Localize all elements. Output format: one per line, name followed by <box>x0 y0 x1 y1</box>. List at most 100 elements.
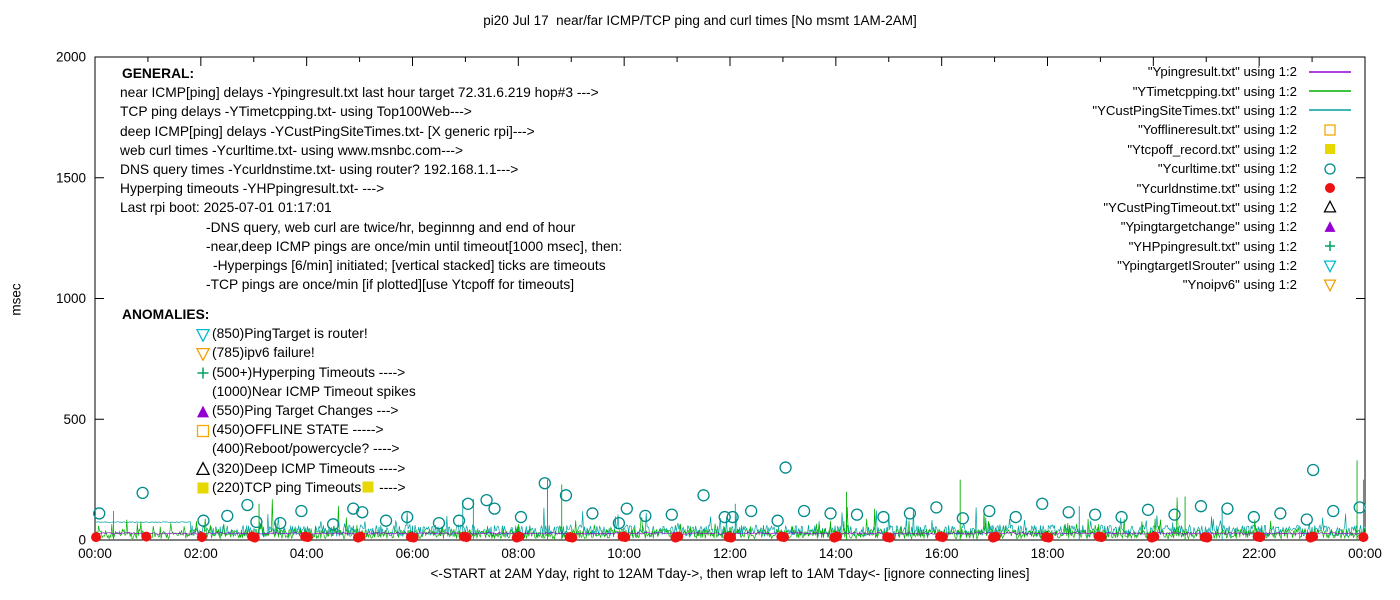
legend-row: "Ypingresult.txt" using 1:2 <box>1092 62 1354 81</box>
legend-label: "Yofflineresult.txt" using 1:2 <box>1138 122 1297 138</box>
x-tick-label: 00:00 <box>1348 546 1382 561</box>
general-line: web curl times -Ycurltime.txt- using www… <box>120 142 464 158</box>
plus-icon <box>1325 241 1335 252</box>
legend-row: "YCustPingSiteTimes.txt" using 1:2 <box>1092 101 1354 120</box>
legend-row: "YCustPingTimeout.txt" using 1:2 <box>1092 198 1354 217</box>
general-line: Hyperping timeouts -YHPpingresult.txt- -… <box>120 181 385 197</box>
anomaly-text: (550)Ping Target Changes ---> <box>212 402 399 418</box>
general-line: DNS query times -Ycurldnstime.txt- using… <box>120 162 519 178</box>
anomaly-text-suffix: ----> <box>375 479 406 495</box>
legend-row: "YHPpingresult.txt" using 1:2 <box>1092 237 1354 256</box>
y-tick-label: 500 <box>63 412 86 427</box>
square-open-icon <box>196 424 210 437</box>
legend-label: "YHPpingresult.txt" using 1:2 <box>1128 238 1297 254</box>
x-tick-label: 08:00 <box>501 546 535 561</box>
legend-row: "Ytcpoff_record.txt" using 1:2 <box>1092 140 1354 159</box>
legend-row: "Ycurldnstime.txt" using 1:2 <box>1092 178 1354 197</box>
triangle-up-open-icon <box>195 461 211 476</box>
anomaly-annotations: ANOMALIES: (850)PingTarget is router! (785… <box>122 305 416 497</box>
x-tick-label: 04:00 <box>290 546 324 561</box>
legend-label: "Ypingresult.txt" using 1:2 <box>1147 64 1297 80</box>
legend-label: "Ycurltime.txt" using 1:2 <box>1157 161 1297 177</box>
legend: "Ypingresult.txt" using 1:2 "YTimetcpping… <box>1092 62 1354 295</box>
legend-row: "YTimetcpping.txt" using 1:2 <box>1092 81 1354 100</box>
anomaly-text: (500+)Hyperping Timeouts ----> <box>212 364 406 380</box>
triangle-down-open-icon <box>1323 279 1337 293</box>
general-line: -Hyperpings [6/min] initiated; [vertical… <box>213 258 606 274</box>
legend-label: "Ypingtargetchange" using 1:2 <box>1120 219 1297 235</box>
line-icon <box>1309 109 1351 112</box>
general-annotations: GENERAL: near ICMP[ping] delays -Ypingres… <box>120 64 622 294</box>
y-tick-label: 1000 <box>56 291 86 306</box>
line-icon <box>1309 90 1351 92</box>
general-line: -TCP pings are once/min [if plotted][use… <box>206 277 575 293</box>
anomaly-line: (1000)Near ICMP Timeout spikes <box>122 382 416 401</box>
anomaly-line: (400)Reboot/powercycle? ----> <box>122 439 416 458</box>
x-tick-label: 10:00 <box>607 546 641 561</box>
triangle-down-open-icon <box>195 347 211 361</box>
square-filled-icon <box>197 482 209 494</box>
triangle-down-open-icon <box>195 328 211 342</box>
legend-row: "Ypingtargetchange" using 1:2 <box>1092 217 1354 236</box>
anomaly-line: (550)Ping Target Changes ---> <box>122 401 416 420</box>
y-tick-label: 2000 <box>56 50 86 65</box>
circle-filled-icon <box>1325 183 1335 194</box>
x-tick-label: 06:00 <box>396 546 430 561</box>
anomaly-line: (320)Deep ICMP Timeouts ----> <box>122 459 416 478</box>
triangle-down-open-icon <box>1323 260 1337 273</box>
x-tick-label: 02:00 <box>184 546 218 561</box>
points-Ycurltime <box>93 461 1366 531</box>
legend-row: "Ycurltime.txt" using 1:2 <box>1092 159 1354 178</box>
anomaly-text: (450)OFFLINE STATE -----> <box>212 422 384 438</box>
legend-row: "YpingtargetISrouter" using 1:2 <box>1092 256 1354 275</box>
legend-label: "YCustPingTimeout.txt" using 1:2 <box>1103 199 1297 215</box>
legend-label: "Ytcpoff_record.txt" using 1:2 <box>1127 141 1297 157</box>
circle-open-icon <box>1324 162 1336 175</box>
square-filled-icon <box>1325 144 1335 155</box>
x-tick-label: 00:00 <box>78 546 112 561</box>
legend-label: "Ynoipv6" using 1:2 <box>1182 277 1297 293</box>
anomaly-line: (500+)Hyperping Timeouts ----> <box>122 363 416 382</box>
x-tick-label: 12:00 <box>713 546 747 561</box>
square-filled-icon <box>362 481 374 493</box>
anomaly-text: (850)PingTarget is router! <box>212 326 368 342</box>
legend-row: "Ynoipv6" using 1:2 <box>1092 275 1354 294</box>
y-tick-label: 1500 <box>56 170 86 185</box>
legend-row: "Yofflineresult.txt" using 1:2 <box>1092 120 1354 139</box>
anomaly-text: (400)Reboot/powercycle? ----> <box>212 441 400 457</box>
general-line: Last rpi boot: 2025-07-01 01:17:01 <box>120 200 332 216</box>
general-line: GENERAL: <box>122 66 195 81</box>
x-tick-label: 16:00 <box>925 546 959 561</box>
chart-title: pi20 Jul 17 near/far ICMP/TCP ping and c… <box>483 13 917 28</box>
legend-label: "YpingtargetISrouter" using 1:2 <box>1117 258 1297 274</box>
legend-label: "YTimetcpping.txt" using 1:2 <box>1132 83 1297 99</box>
plus-icon <box>197 367 209 379</box>
anomalies-header: ANOMALIES: <box>122 307 210 322</box>
anomaly-line: (785)ipv6 failure! <box>122 343 416 362</box>
line-icon <box>1309 70 1351 73</box>
x-tick-label: 22:00 <box>1242 546 1276 561</box>
y-tick-label: 0 <box>78 533 86 548</box>
anomaly-line: (220)TCP ping Timeouts ----> <box>122 478 416 497</box>
anomaly-text: (320)Deep ICMP Timeouts ----> <box>212 460 406 476</box>
x-tick-label: 18:00 <box>1031 546 1065 561</box>
anomaly-text: (1000)Near ICMP Timeout spikes <box>212 383 416 399</box>
triangle-up-filled-icon <box>1324 221 1336 232</box>
anomaly-line: (450)OFFLINE STATE -----> <box>122 420 416 439</box>
legend-label: "Ycurldnstime.txt" using 1:2 <box>1136 180 1297 196</box>
anomaly-line: (850)PingTarget is router! <box>122 324 416 343</box>
legend-label: "YCustPingSiteTimes.txt" using 1:2 <box>1092 102 1297 118</box>
anomaly-text: (220)TCP ping Timeouts <box>212 479 362 495</box>
anomaly-text: (785)ipv6 failure! <box>212 345 315 361</box>
general-line: -near,deep ICMP pings are once/min until… <box>206 238 623 254</box>
general-line: near ICMP[ping] delays -Ypingresult.txt … <box>120 85 599 101</box>
triangle-up-open-icon <box>1323 200 1337 213</box>
x-tick-label: 20:00 <box>1136 546 1170 561</box>
triangle-up-filled-icon <box>196 405 210 417</box>
x-axis-label: <-START at 2AM Yday, right to 12AM Tday-… <box>430 566 1030 581</box>
square-open-icon <box>1324 124 1336 136</box>
points-Ycurldnstime <box>91 531 1369 543</box>
general-line: -DNS query, web curl are twice/hr, begin… <box>206 219 576 235</box>
